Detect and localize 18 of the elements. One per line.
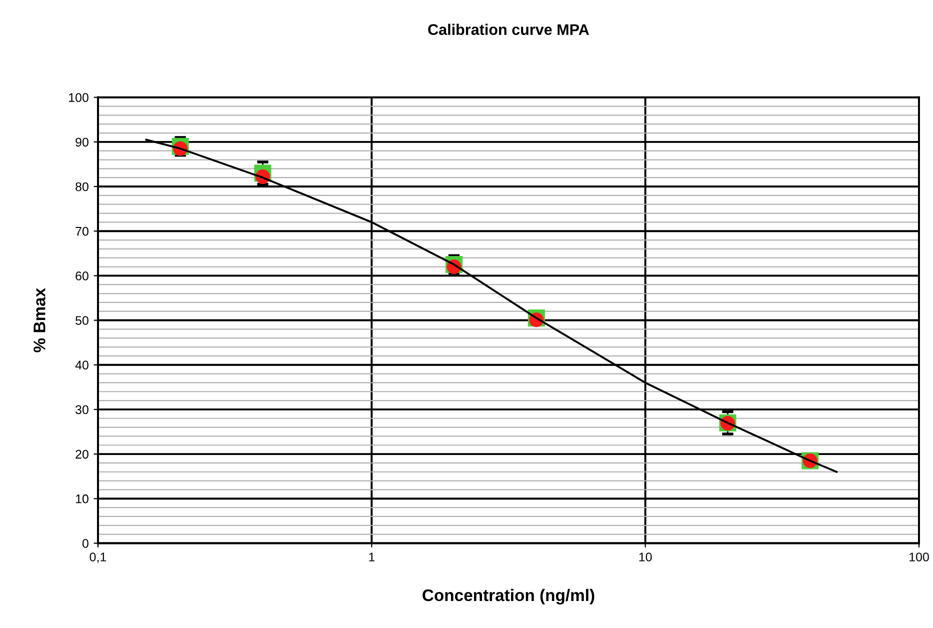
y-tick-label: 90 <box>76 138 88 147</box>
x-tick-label: 100 <box>910 552 929 562</box>
y-axis-title: % Bmax <box>34 288 46 352</box>
x-tick-label: 10 <box>639 552 652 562</box>
x-axis-title: Concentration (ng/ml) <box>422 588 594 605</box>
y-tick-label: 80 <box>76 182 88 192</box>
x-tick-label: 0,1 <box>90 552 106 563</box>
y-tick-label: 20 <box>76 450 88 459</box>
chart-title: Calibration curve MPA <box>428 24 590 35</box>
y-tick-label: 0 <box>82 539 88 548</box>
y-tick-label: 30 <box>76 405 88 414</box>
y-tick-label: 100 <box>69 93 88 102</box>
y-tick-label: 60 <box>76 271 88 280</box>
y-tick-label: 10 <box>76 494 88 504</box>
y-tick-label: 40 <box>75 360 88 370</box>
y-tick-label: 50 <box>76 316 88 325</box>
y-tick-label: 70 <box>76 226 88 236</box>
x-tick-label: 1 <box>369 552 375 562</box>
